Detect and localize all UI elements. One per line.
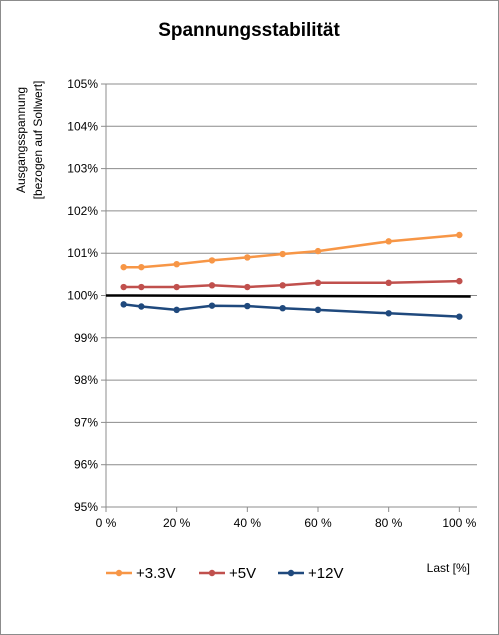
series-0-point-1 (138, 263, 145, 271)
series-2-point-2 (173, 306, 180, 314)
series-2-point-1 (138, 303, 145, 310)
y-axis-ticks: 95% 96% 97% 98% 99% 100% 101% 102% 103% 104% 105% (67, 77, 106, 514)
series-1-point-6 (314, 279, 322, 287)
x-tick-label-0: 0 % (96, 516, 117, 530)
series-0-point-8 (456, 231, 463, 239)
series-0-point-2 (173, 260, 180, 268)
series-1-point-1 (138, 283, 145, 291)
series-2-point-7 (385, 310, 392, 317)
series-2-point-5 (279, 304, 286, 312)
y-tick-label-4: 99% (74, 331, 98, 345)
series-2 (120, 301, 463, 320)
series-0-point-6 (314, 247, 322, 255)
series-group (120, 231, 463, 320)
x-axis-ticks: 0 % 20 % 40 % 60 % 80 % 100 % (96, 507, 477, 530)
reference-line-100 (105, 294, 471, 298)
y-axis-label-line-1: Ausgangsspannung (14, 87, 28, 193)
x-tick-label-4: 80 % (375, 516, 403, 530)
y-tick-label-0: 95% (74, 500, 98, 514)
legend-label-1: +5V (229, 565, 256, 582)
series-1-point-3 (208, 282, 216, 289)
series-1-point-0 (120, 283, 127, 291)
series-2-point-0 (120, 301, 127, 308)
series-0 (120, 231, 463, 271)
series-0-point-4 (244, 254, 251, 261)
series-1-point-2 (173, 283, 180, 291)
series-line-0 (123, 233, 460, 269)
series-1-point-8 (456, 277, 463, 285)
y-tick-label-2: 97% (74, 415, 98, 429)
legend-label-0: +3.3V (136, 565, 176, 582)
y-axis-label: Ausgangsspannung [bezogen auf Sollwert] (14, 81, 45, 200)
series-1-point-4 (244, 283, 251, 291)
y-tick-label-7: 102% (67, 204, 98, 218)
series-2-point-6 (314, 306, 322, 314)
y-tick-label-10: 105% (67, 77, 98, 91)
series-1-point-7 (385, 279, 392, 287)
series-1-point-5 (279, 282, 286, 289)
x-tick-label-3: 60 % (304, 516, 332, 530)
y-tick-label-1: 96% (74, 458, 98, 472)
series-0-point-5 (279, 250, 286, 258)
x-tick-label-5: 100 % (442, 516, 476, 530)
y-tick-label-8: 103% (67, 162, 98, 176)
y-axis-label-line-2: [bezogen auf Sollwert] (31, 81, 45, 200)
x-tick-label-1: 20 % (163, 516, 191, 530)
series-2-point-3 (208, 302, 216, 309)
reference-line (105, 294, 471, 298)
y-tick-label-6: 101% (67, 246, 98, 260)
y-tick-label-9: 104% (67, 119, 98, 133)
legend-marker-1 (208, 569, 216, 577)
legend-marker-2 (287, 569, 295, 577)
x-axis-label: Last [%] (427, 561, 470, 575)
chart-title: Spannungsstabilität (158, 20, 340, 41)
series-0-point-7 (385, 238, 392, 245)
series-2-point-8 (456, 313, 463, 320)
y-tick-label-3: 98% (74, 373, 98, 387)
legend-label-2: +12V (308, 565, 343, 582)
legend: +3.3V +5V +12V (106, 565, 343, 582)
legend-item-2: +12V (278, 565, 343, 582)
legend-item-0: +3.3V (106, 565, 176, 582)
series-1 (120, 277, 463, 291)
series-0-point-3 (208, 257, 216, 264)
series-0-point-0 (120, 263, 127, 271)
series-2-point-4 (244, 302, 251, 310)
y-tick-label-5: 100% (67, 289, 98, 303)
legend-item-1: +5V (199, 565, 256, 582)
x-tick-label-2: 40 % (234, 516, 262, 530)
legend-marker-0 (115, 569, 123, 577)
